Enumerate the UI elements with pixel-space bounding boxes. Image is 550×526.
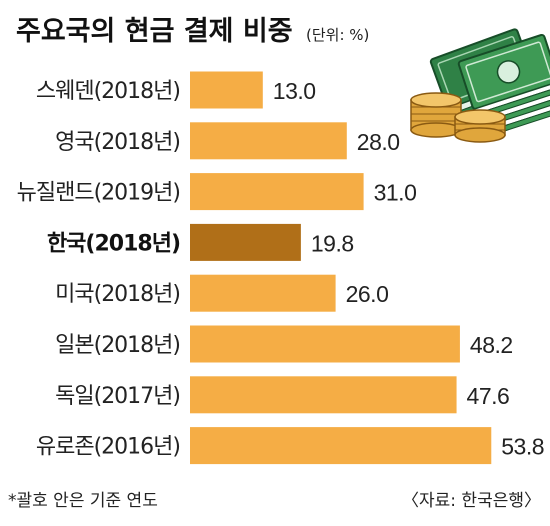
footnote: *괄호 안은 기준 연도 [8, 491, 158, 511]
value-label: 53.8 [501, 434, 544, 460]
bar [190, 325, 460, 363]
value-label: 47.6 [467, 383, 510, 409]
category-label: 미국(2018년) [55, 282, 180, 307]
category-label: 한국(2018년) [47, 231, 180, 256]
category-label: 영국(2018년) [55, 130, 180, 155]
source-note: 〈자료: 한국은행〉 [402, 491, 541, 511]
bar [190, 122, 347, 160]
bar [190, 173, 364, 211]
category-label: 일본(2018년) [55, 333, 180, 358]
value-label: 19.8 [311, 230, 354, 256]
unit-note: (단위: %) [306, 26, 369, 44]
bar-series: 스웨덴(2018년) 13.0 영국(2018년) 28.0 뉴질랜드(2019년) 31… [17, 71, 545, 465]
value-label: 28.0 [357, 129, 400, 155]
category-label: 뉴질랜드(2019년) [17, 181, 180, 206]
category-label: 독일(2017년) [55, 384, 180, 409]
bar [190, 71, 263, 109]
coin-stack-icon [410, 92, 506, 143]
value-label: 31.0 [374, 180, 417, 206]
bar [190, 376, 457, 414]
category-label: 스웨덴(2018년) [36, 79, 180, 104]
bar [190, 427, 492, 465]
value-label: 48.2 [470, 332, 513, 358]
value-label: 13.0 [273, 78, 316, 104]
chart-title: 주요국의 현금 결제 비중 [16, 16, 293, 47]
bar [190, 274, 336, 312]
category-label: 유로존(2016년) [36, 435, 180, 460]
bar [190, 223, 301, 261]
value-label: 26.0 [346, 281, 389, 307]
